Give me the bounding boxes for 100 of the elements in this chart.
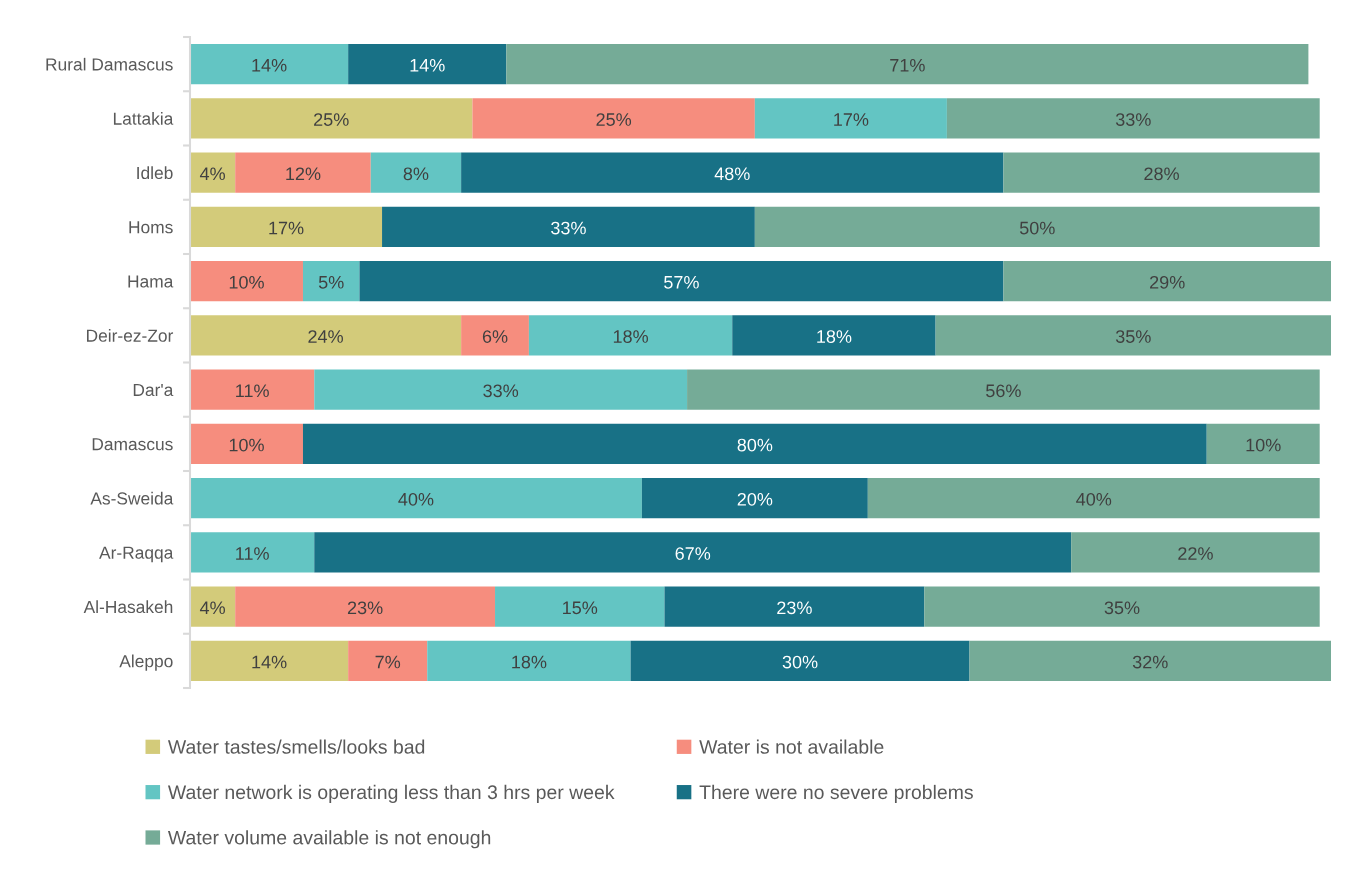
data-label: 35% bbox=[1115, 330, 1151, 343]
data-label: 18% bbox=[512, 655, 547, 669]
y-tick-label: Dar'a bbox=[133, 383, 174, 397]
bar bbox=[190, 478, 642, 519]
bar bbox=[641, 478, 868, 519]
bar bbox=[472, 98, 755, 139]
y-tick-label: As-Sweida bbox=[90, 491, 174, 505]
data-label: 11% bbox=[236, 547, 269, 560]
bar bbox=[190, 315, 462, 356]
data-label: 5% bbox=[318, 275, 344, 289]
y-tick-label: Damascus bbox=[92, 438, 173, 451]
bar bbox=[314, 532, 1072, 573]
bar bbox=[754, 98, 947, 139]
data-label: 40% bbox=[398, 492, 434, 506]
data-label: 67% bbox=[675, 547, 711, 560]
bar bbox=[235, 152, 371, 193]
data-label: 20% bbox=[737, 492, 773, 506]
bar bbox=[302, 261, 360, 302]
data-label: 7% bbox=[375, 655, 401, 669]
bar bbox=[190, 152, 236, 193]
bar bbox=[867, 478, 1320, 519]
data-label: 56% bbox=[986, 384, 1021, 398]
legend-label: Water tastes/smells/looks bad bbox=[167, 739, 425, 754]
bar bbox=[348, 640, 428, 681]
data-label: 22% bbox=[1178, 547, 1213, 560]
y-tick-label: Deir-ez-Zor bbox=[86, 329, 174, 342]
bar bbox=[314, 369, 688, 410]
data-label: 12% bbox=[286, 167, 321, 181]
data-label: 10% bbox=[229, 275, 264, 289]
data-label: 25% bbox=[314, 113, 349, 126]
bar bbox=[506, 44, 1309, 85]
data-label: 17% bbox=[269, 221, 304, 235]
y-tick-label: Lattakia bbox=[113, 112, 174, 125]
bar bbox=[732, 315, 936, 356]
data-label: 80% bbox=[737, 438, 773, 452]
bar bbox=[528, 315, 733, 356]
bar bbox=[461, 315, 529, 356]
y-tick-label: Homs bbox=[129, 221, 173, 234]
legend-label: There were no severe problems bbox=[699, 784, 973, 803]
bar bbox=[427, 640, 631, 681]
legend-label: Water volume available is not enough bbox=[167, 830, 491, 849]
bar bbox=[190, 98, 473, 139]
data-label: 18% bbox=[613, 330, 649, 343]
bar bbox=[664, 586, 925, 627]
data-label: 8% bbox=[403, 167, 429, 181]
data-label: 33% bbox=[551, 221, 586, 235]
bar bbox=[461, 152, 1004, 193]
data-label: 57% bbox=[664, 275, 699, 289]
data-label: 17% bbox=[834, 113, 869, 126]
bar bbox=[190, 261, 303, 302]
y-tick-label: Ar-Raqqa bbox=[99, 546, 174, 563]
data-label: 50% bbox=[1019, 221, 1055, 235]
bar bbox=[630, 640, 970, 681]
bar bbox=[687, 369, 1320, 410]
bar bbox=[924, 586, 1320, 627]
y-tick-label: Hama bbox=[128, 275, 174, 288]
data-label: 28% bbox=[1144, 167, 1179, 181]
bar bbox=[348, 44, 507, 85]
data-label: 30% bbox=[782, 655, 818, 669]
bar bbox=[1071, 532, 1320, 573]
y-tick-label: Aleppo bbox=[119, 654, 173, 671]
bar bbox=[969, 640, 1331, 681]
bar bbox=[190, 369, 315, 410]
data-label: 15% bbox=[563, 601, 598, 615]
data-label: 23% bbox=[777, 601, 812, 615]
bar bbox=[1206, 423, 1320, 464]
y-tick-label: Al-Hasakeh bbox=[83, 600, 173, 614]
data-label: 29% bbox=[1150, 275, 1185, 289]
data-label: 4% bbox=[199, 601, 225, 615]
data-label: 10% bbox=[1246, 438, 1281, 452]
data-label: 6% bbox=[482, 330, 508, 343]
data-label: 14% bbox=[252, 58, 287, 72]
y-tick-label: Idleb bbox=[137, 166, 173, 180]
bar bbox=[495, 586, 665, 627]
data-label: 33% bbox=[1115, 113, 1151, 126]
data-label: 4% bbox=[199, 167, 225, 181]
data-label: 11% bbox=[236, 384, 269, 398]
bar bbox=[190, 44, 349, 85]
bar bbox=[190, 206, 383, 247]
bar bbox=[190, 423, 303, 464]
data-label: 24% bbox=[308, 330, 343, 343]
bar bbox=[190, 640, 349, 681]
legend-label: Water is not available bbox=[699, 739, 884, 754]
legend-label: Water network is operating less than 3 hrs per week bbox=[167, 784, 615, 803]
data-label: 33% bbox=[483, 384, 519, 398]
data-label: 48% bbox=[714, 167, 750, 181]
bar bbox=[302, 423, 1207, 464]
bar bbox=[1003, 261, 1331, 302]
data-label: 18% bbox=[817, 330, 852, 343]
data-label: 25% bbox=[596, 113, 632, 126]
bar bbox=[1003, 152, 1320, 193]
y-tick-label: Rural Damascus bbox=[46, 57, 173, 71]
bar bbox=[190, 586, 236, 627]
bar bbox=[370, 152, 462, 193]
bar bbox=[946, 98, 1320, 139]
data-label: 35% bbox=[1104, 601, 1140, 615]
bar bbox=[754, 206, 1320, 247]
data-label: 14% bbox=[410, 58, 445, 72]
data-label: 23% bbox=[347, 601, 383, 615]
data-label: 71% bbox=[890, 58, 925, 72]
